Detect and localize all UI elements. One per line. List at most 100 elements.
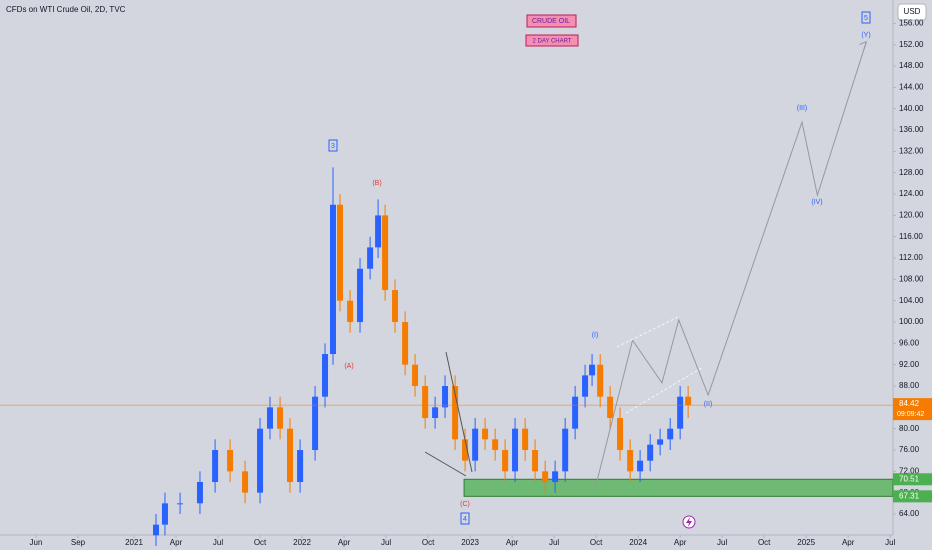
y-tick-label: 88.00 — [899, 381, 920, 390]
zone-price-label: 70.51 — [899, 474, 920, 483]
candle-body — [657, 439, 664, 445]
candle-body — [542, 471, 549, 483]
x-tick-label: Jul — [717, 538, 727, 547]
candle-body — [367, 247, 374, 269]
countdown-label: 09:09:42 — [897, 411, 924, 418]
x-tick-label: Oct — [254, 538, 267, 547]
candle-body — [677, 396, 684, 429]
y-tick-label: 64.00 — [899, 509, 920, 518]
x-tick-label: Sep — [71, 538, 86, 547]
wave-label: 4 — [463, 516, 467, 523]
x-tick-label: 2023 — [461, 538, 479, 547]
candle-body — [617, 418, 624, 451]
zone-price-label: 67.31 — [899, 491, 920, 500]
wave-box — [460, 512, 470, 525]
candle-body — [322, 354, 329, 397]
last-price-label: 84.42 — [899, 399, 920, 408]
candle-body — [297, 450, 304, 483]
zone-price-box — [893, 473, 932, 486]
y-tick-label: 124.00 — [899, 189, 924, 198]
candle-body — [347, 300, 354, 323]
y-tick-label: 152.00 — [899, 40, 924, 49]
candle-body — [242, 471, 249, 493]
candle-body — [177, 503, 184, 505]
zone-price-box — [893, 490, 932, 503]
candle-body — [312, 396, 319, 451]
x-tick-label: 2024 — [629, 538, 647, 547]
wave-label: (II) — [704, 401, 713, 408]
y-tick-label: 148.00 — [899, 61, 924, 70]
x-tick-label: Apr — [338, 538, 351, 547]
candle-body — [257, 428, 264, 493]
candle-body — [212, 450, 219, 483]
candle-body — [582, 375, 589, 397]
x-tick-label: 2022 — [293, 538, 311, 547]
y-tick-label: 140.00 — [899, 104, 924, 113]
y-tick-label: 100.00 — [899, 317, 924, 326]
candle-body — [627, 450, 634, 472]
last-price-box — [893, 398, 932, 421]
y-tick-label: 96.00 — [899, 338, 920, 347]
x-tick-label: Oct — [422, 538, 435, 547]
y-tick-label: 116.00 — [899, 232, 923, 241]
candle-body — [266, 407, 273, 429]
wave-label: (III) — [797, 105, 808, 112]
candle-body — [277, 407, 284, 429]
candle-body — [647, 444, 654, 461]
y-tick-label: 108.00 — [899, 274, 924, 283]
candle-body — [552, 471, 559, 483]
projection-arrow — [859, 41, 867, 49]
candle-body — [562, 428, 569, 472]
x-tick-label: Apr — [674, 538, 687, 547]
y-tick-label: 128.00 — [899, 168, 924, 177]
currency-button[interactable] — [897, 3, 927, 21]
annotation-box — [526, 14, 577, 28]
wave-label: (I) — [592, 332, 599, 339]
candle-body — [287, 428, 294, 483]
plot — [152, 41, 894, 546]
wave-box — [861, 11, 871, 24]
x-tick-label: Oct — [590, 538, 603, 547]
candle-body — [375, 215, 382, 248]
candle-body — [452, 386, 459, 440]
candle-body — [502, 450, 509, 472]
wave-label: (Y) — [861, 32, 870, 39]
projection-path — [594, 41, 867, 491]
annotation: CRUDE OIL — [532, 18, 570, 25]
chart-title: CFDs on WTI Crude Oil, 2D, TVC — [6, 5, 126, 14]
y-tick-label: 156.00 — [899, 19, 924, 28]
candle-body — [685, 396, 692, 406]
x-tick-label: Jul — [549, 538, 559, 547]
candle-body — [572, 396, 579, 429]
candle-body — [337, 204, 344, 301]
wave-label: (IV) — [811, 199, 822, 206]
candle-body — [482, 428, 489, 440]
annotation: 2 DAY CHART — [532, 39, 571, 45]
x-tick-label: Jun — [30, 538, 43, 547]
y-tick-label: 136.00 — [899, 125, 924, 134]
y-tick-label: 132.00 — [899, 147, 924, 156]
wave-label: (C) — [460, 501, 470, 508]
candle-body — [442, 386, 449, 408]
candle-body — [422, 386, 429, 419]
event-icon-bolt — [686, 517, 692, 527]
currency-label[interactable]: USD — [904, 7, 921, 16]
y-tick-label: 112.00 — [899, 253, 923, 262]
candle-body — [522, 428, 529, 451]
x-tick-label: Jul — [381, 538, 391, 547]
candle-body — [392, 290, 399, 323]
candle-body — [597, 364, 604, 397]
candle-body — [472, 428, 479, 461]
wave-box — [328, 139, 338, 152]
candle-body — [512, 428, 519, 472]
wave-label: 3 — [331, 143, 335, 150]
candle-body — [667, 428, 674, 440]
candle-body — [607, 396, 614, 419]
x-tick-label: Oct — [758, 538, 771, 547]
x-tick-label: Apr — [842, 538, 855, 547]
x-tick-label: Jul — [885, 538, 895, 547]
annotation-box — [525, 34, 579, 47]
candle-body — [402, 322, 409, 365]
y-tick-label: 76.00 — [899, 445, 920, 454]
